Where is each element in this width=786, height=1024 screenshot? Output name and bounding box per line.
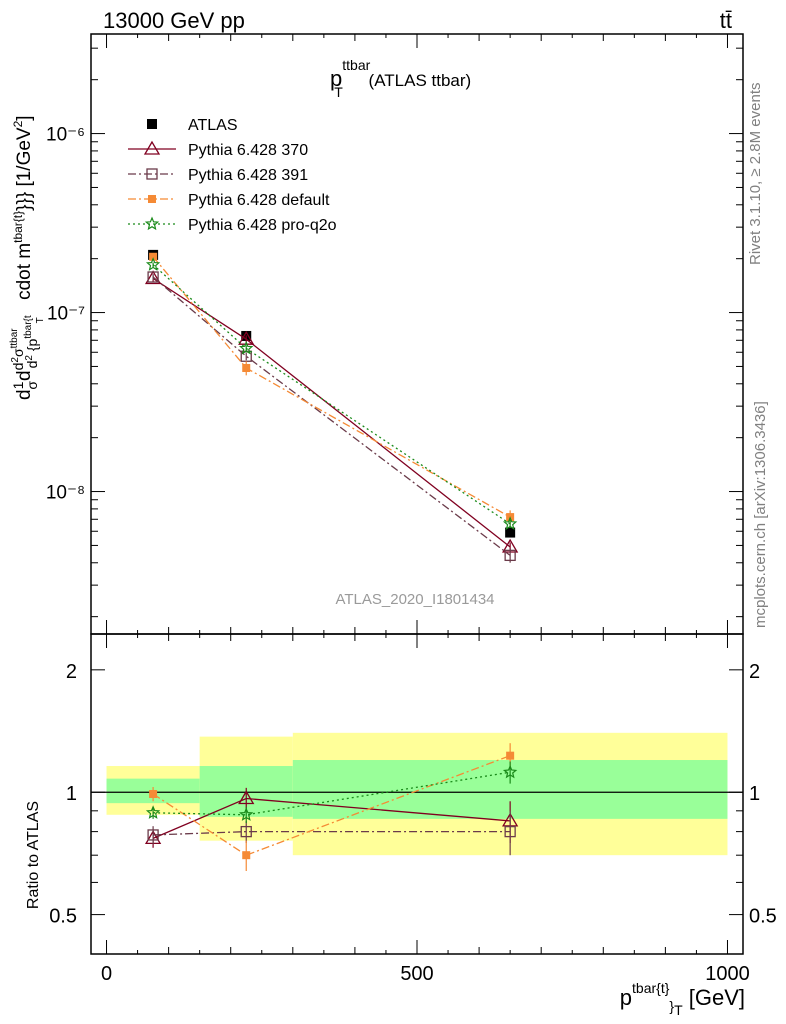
legend-marker: [146, 168, 158, 180]
series-pythia-6-428-391: [147, 271, 516, 563]
ratio-series-pythia-6-428-391: [147, 810, 516, 856]
header-left: 13000 GeV pp: [103, 8, 245, 33]
analysis-watermark: ATLAS_2020_I1801434: [335, 591, 494, 608]
series-line: [152, 276, 511, 556]
series-pythia-6-428-default: [149, 252, 515, 525]
header-right: tt̄: [720, 8, 732, 33]
plot-title-sub: T: [334, 84, 343, 100]
legend-entry: Pythia 6.428 391: [128, 167, 308, 184]
ratio-y-axis-label: Ratio to ATLAS: [25, 801, 42, 909]
ratio-line: [153, 771, 511, 816]
ratio-point: [240, 825, 252, 838]
x-tick-label: 0: [101, 963, 112, 985]
x-tick-label: 500: [400, 963, 433, 985]
ratio-series-pythia-6-428-pro-q2o: [145, 761, 518, 824]
main-y-tick-label: 10⁻⁶: [46, 125, 85, 146]
legend-entry: ATLAS: [147, 117, 238, 134]
ratio-point: [147, 829, 159, 841]
legend-marker: [144, 216, 160, 231]
plot-title-rest: (ATLAS ttbar): [364, 71, 471, 90]
ratio-y-tick-label: 2: [66, 661, 77, 683]
x-axis-label-subT: T: [674, 1002, 683, 1018]
legend-label: Pythia 6.428 370: [188, 142, 308, 159]
data-point: [238, 340, 254, 355]
main-y-axis-label: d1σdd2σttbard2 {ptbar{tT cdot mtbar{t}}}…: [9, 115, 46, 400]
ratio-y-tick-label: 1: [66, 783, 77, 805]
main-axis-ticks: 10⁻⁸ 10⁻⁷ 10⁻⁶: [46, 34, 743, 634]
ratio-point: [506, 751, 515, 760]
series-pythia-6-428-pro-q2o: [145, 257, 518, 531]
x-tick-label: 1000: [705, 963, 750, 985]
mcplots-label: mcplots.cern.ch [arXiv:1306.3436]: [752, 401, 769, 628]
main-y-tick-label: 10⁻⁸: [46, 483, 85, 504]
legend-marker: [147, 119, 157, 129]
series-line: [152, 264, 511, 525]
plot-title: pttbar T (ATLAS ttbar): [330, 57, 471, 100]
legend-marker: [148, 195, 156, 203]
ratio-point: [238, 790, 255, 805]
ratio-series-group: [144, 743, 519, 872]
x-axis-label-sub: }: [669, 998, 674, 1014]
legend-marker: [143, 140, 161, 155]
data-point: [145, 257, 161, 271]
ratio-point: [502, 764, 518, 779]
plot-title-main: p: [330, 66, 342, 91]
ratio-point: [238, 807, 254, 821]
ratio-point: [149, 789, 158, 798]
ratio-line: [152, 755, 511, 856]
x-axis-label: ptbar{t}}T [GeV]: [620, 980, 745, 1018]
legend-label: Pythia 6.428 391: [188, 167, 308, 184]
data-point: [238, 330, 255, 345]
main-y-tick-label: 10⁻⁷: [47, 304, 85, 325]
ratio-y-tick-label: 0.5: [49, 906, 77, 928]
data-point: [144, 270, 162, 285]
ratio-y-tick-label-right: 0.5: [749, 906, 777, 928]
x-axis-label-main: p: [620, 985, 632, 1010]
data-point: [504, 549, 516, 562]
series-line: [152, 277, 511, 548]
ratio-axis-ticks: 0 500 1000 0.5 0.5 1 1 2 2: [49, 634, 777, 985]
legend-label: Pythia 6.428 pro-q2o: [188, 217, 337, 234]
ratio-point: [242, 851, 251, 860]
series-line: [152, 256, 511, 518]
ratio-point: [145, 805, 161, 819]
rivet-version-label: Rivet 3.1.10, ≥ 2.8M events: [747, 83, 764, 266]
legend-entry: Pythia 6.428 default: [128, 192, 330, 209]
data-point: [147, 271, 159, 283]
main-series-group: [144, 249, 519, 563]
legend-entry: Pythia 6.428 370: [128, 140, 308, 159]
series-pythia-6-428-370: [144, 270, 519, 553]
data-point: [505, 527, 516, 538]
legend: ATLAS Pythia 6.428 370 Pythia 6.428 391 Pyt…: [128, 117, 337, 234]
data-point: [242, 364, 251, 373]
ratio-uncertainty-bands: [91, 732, 743, 856]
ratio-y-tick-label-right: 2: [749, 661, 760, 683]
x-axis-label-sup: tbar{t}: [632, 980, 670, 996]
legend-label: ATLAS: [188, 117, 238, 134]
main-y-label-text: d1σdd2σttbard2 {ptbar{tT cdot mtbar{t}}}…: [9, 115, 46, 400]
legend-entry: Pythia 6.428 pro-q2o: [128, 216, 337, 234]
ratio-y-tick-label-right: 1: [749, 783, 760, 805]
legend-label: Pythia 6.428 default: [188, 192, 330, 209]
ratio-point: [504, 825, 516, 838]
ratio-series-pythia-6-428-default: [149, 743, 515, 872]
data-point: [149, 252, 158, 261]
x-axis-label-unit: [GeV]: [683, 985, 745, 1010]
series-atlas: [148, 249, 516, 538]
plot-title-sup: ttbar: [342, 57, 370, 73]
data-point: [502, 516, 518, 531]
